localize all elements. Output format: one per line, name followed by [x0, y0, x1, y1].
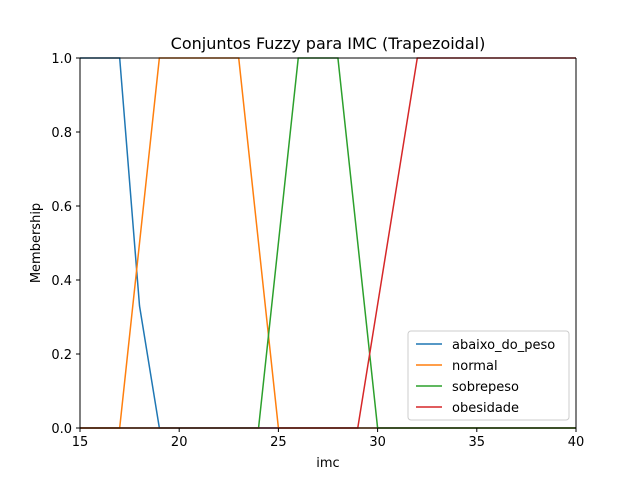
y-tick-label: 1.0: [51, 52, 72, 67]
y-ticks: 0.0 0.2 0.4 0.6 0.8 1.0: [51, 52, 80, 437]
legend-label-abaixo_do_peso: abaixo_do_peso: [452, 338, 555, 353]
y-tick-label: 0.4: [51, 274, 72, 289]
x-axis-label: imc: [316, 456, 339, 471]
y-tick-label: 0.8: [51, 126, 72, 141]
legend-label-normal: normal: [452, 359, 498, 374]
x-tick-label: 20: [171, 435, 188, 450]
x-tick-label: 40: [568, 435, 585, 450]
x-tick-label: 25: [270, 435, 287, 450]
y-axis-label: Membership: [29, 203, 44, 283]
x-tick-label: 15: [72, 435, 89, 450]
y-tick-label: 0.6: [51, 200, 72, 215]
x-ticks: 15 20 25 30 35 40: [72, 428, 585, 450]
x-tick-label: 35: [469, 435, 486, 450]
legend-label-obesidade: obesidade: [452, 401, 519, 416]
axes: [79, 57, 577, 429]
x-tick-label: 30: [369, 435, 386, 450]
legend-label-sobrepeso: sobrepeso: [452, 380, 519, 395]
chart-title: Conjuntos Fuzzy para IMC (Trapezoidal): [171, 34, 486, 53]
legend-box: [407, 330, 570, 421]
y-tick-label: 0.2: [51, 348, 72, 363]
y-tick-label: 0.0: [51, 422, 72, 437]
